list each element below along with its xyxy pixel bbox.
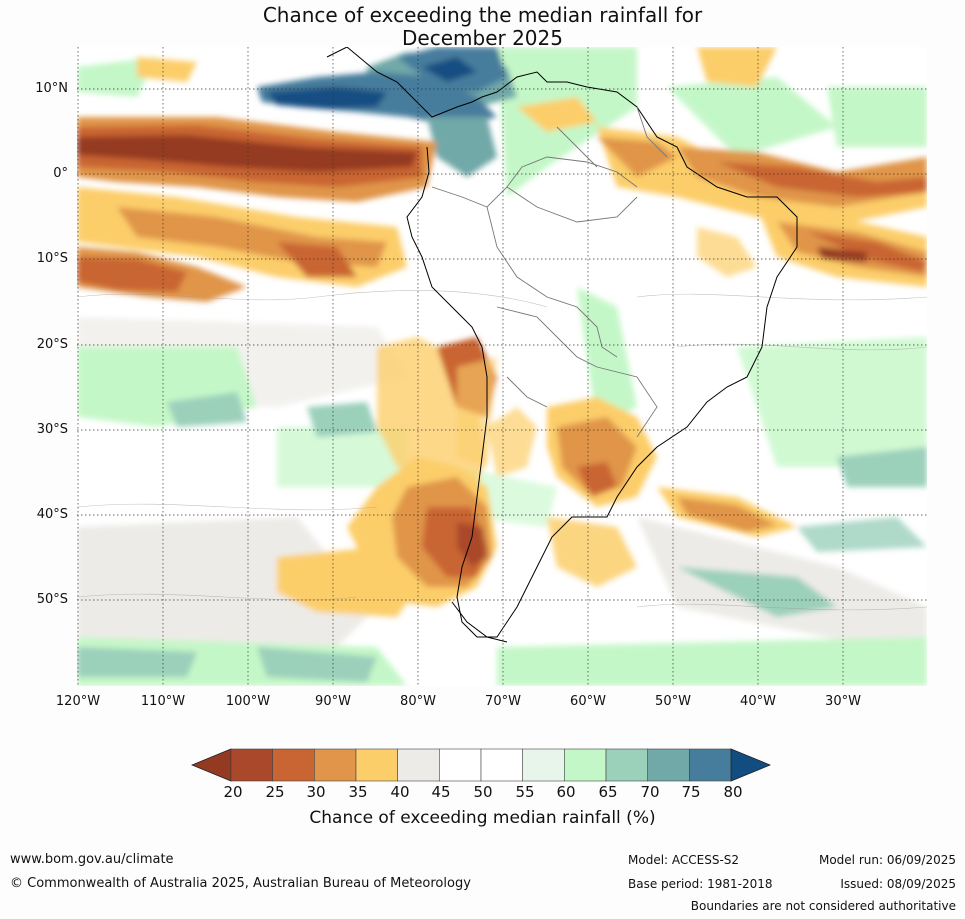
issued-date: Issued: 08/09/2025 [840,877,956,891]
colorbar-segment [605,748,648,782]
map-canvas [77,47,927,686]
colorbar-tick: 60 [556,783,576,801]
colorbar-segment [439,748,482,782]
lat-label: 10°N [35,81,68,96]
coastline [326,47,798,643]
lat-label: 50°S [36,592,68,607]
lat-label: 0° [53,166,68,181]
colorbar-tick: 65 [598,783,618,801]
colorbar-under-arrow [191,748,232,782]
lon-label: 30°W [825,694,861,709]
website-link[interactable]: www.bom.gov.au/climate [10,852,174,867]
lon-label: 120°W [55,694,101,709]
colorbar-segment [272,748,315,782]
colorbar-tick: 20 [223,783,243,801]
map-title: Chance of exceeding the median rainfall … [0,4,965,50]
title-line-1: Chance of exceeding the median rainfall … [262,3,703,27]
colorbar-tick: 40 [390,783,410,801]
colorbar-tick: 70 [640,783,660,801]
colorbar-tick: 35 [348,783,368,801]
lon-label: 90°W [315,694,351,709]
colorbar-segment [314,748,357,782]
colorbar-segment [564,748,607,782]
graticule [77,47,927,686]
lat-label: 20°S [36,337,68,352]
model-run-date: Model run: 06/09/2025 [818,853,956,867]
colorbar-over-arrow [730,748,772,782]
colorbar-segment [522,748,565,782]
boundary-disclaimer: Boundaries are not considered authoritat… [690,899,956,913]
probability-map [77,47,927,686]
colorbar-segment [647,748,690,782]
colorbar-tick: 80 [723,783,743,801]
country-borders [431,106,668,438]
colorbar-segment [230,748,273,782]
copyright-notice: © Commonwealth of Australia 2025, Austra… [10,876,471,891]
colorbar-tick: 55 [515,783,535,801]
colorbar-segment [689,748,732,782]
colorbar-segment [480,748,523,782]
base-period: Base period: 1981-2018 [628,877,773,891]
colorbar-tick: 75 [681,783,701,801]
colorbar-tick: 45 [431,783,451,801]
lat-label: 40°S [36,507,68,522]
lon-label: 80°W [400,694,436,709]
colorbar-segment [355,748,398,782]
lat-label: 10°S [36,251,68,266]
colorbar-label: Chance of exceeding median rainfall (%) [309,808,656,828]
colorbar-tick: 30 [306,783,326,801]
colorbar-segment [397,748,440,782]
contour-lines [77,290,927,611]
lat-label: 30°S [36,422,68,437]
probability-field [77,47,927,686]
colorbar-tick: 50 [473,783,493,801]
lon-label: 100°W [225,694,271,709]
lon-label: 50°W [655,694,691,709]
lon-label: 70°W [485,694,521,709]
lon-label: 60°W [570,694,606,709]
lon-label: 40°W [740,694,776,709]
model-name: Model: ACCESS-S2 [628,853,740,867]
lon-label: 110°W [140,694,186,709]
title-line-2: December 2025 [402,26,563,50]
colorbar-tick: 25 [265,783,285,801]
colorbar [191,748,772,782]
